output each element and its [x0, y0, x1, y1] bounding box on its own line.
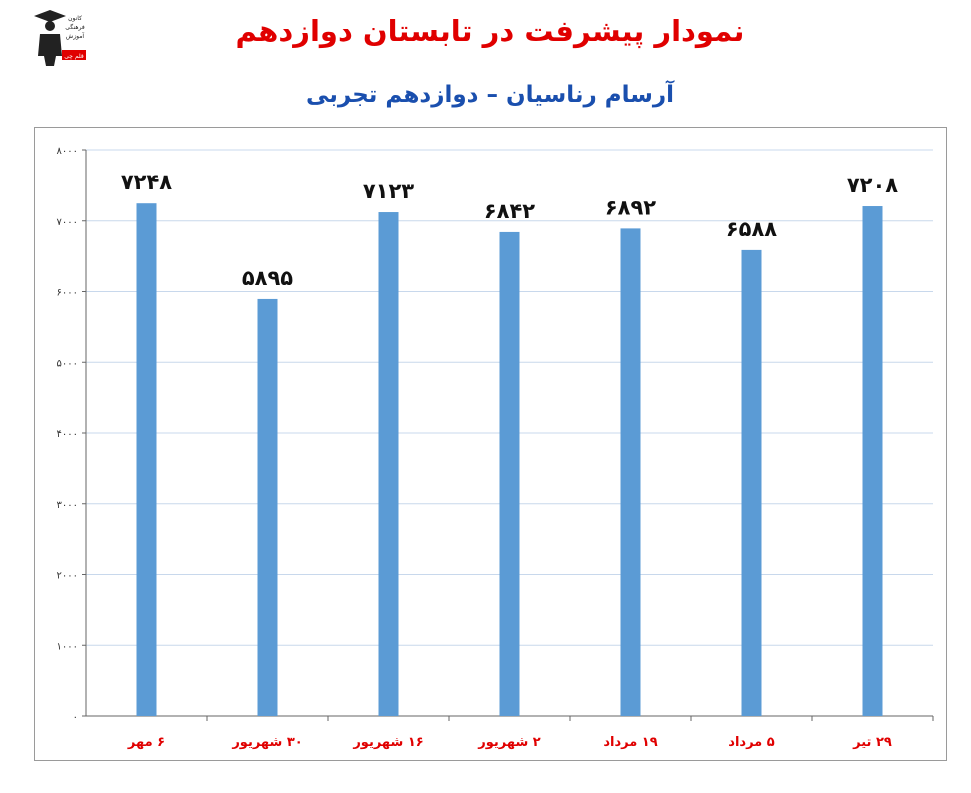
data-label: ۶۵۸۸	[726, 217, 777, 241]
chart-area: ۰ ۱۰۰۰ ۲۰۰۰ ۳۰۰۰ ۴۰۰۰ ۵۰۰۰ ۶۰۰۰ ۷۰۰۰ ۸۰۰۰ ۷۲۰۸ ۲۹ …	[34, 127, 947, 761]
logo: کانون فرهنگی آموزش قلم چی	[30, 6, 88, 68]
x-tick-label: ۳۰ شهریور	[231, 735, 302, 750]
data-label: ۷۲۴۸	[121, 170, 172, 194]
y-tick-label: ۳۰۰۰	[57, 500, 78, 511]
bar	[862, 206, 883, 716]
bar	[257, 298, 278, 716]
x-tick-label: ۲ شهریور	[477, 735, 541, 750]
y-tick-label: ۲۰۰۰	[57, 571, 78, 582]
x-tick-label: ۱۶ شهریور	[352, 735, 423, 750]
x-tick-label: ۶ مهر	[127, 735, 165, 750]
x-tick-label: ۵ مرداد	[728, 735, 774, 750]
bar	[136, 203, 157, 717]
x-tick-label: ۲۹ تیر	[852, 735, 892, 750]
y-tick-label: ۵۰۰۰	[57, 358, 78, 369]
bar	[620, 228, 641, 716]
data-label: ۷۲۰۸	[847, 173, 898, 197]
data-label: ۶۸۹۲	[605, 195, 656, 219]
data-label: ۶۸۴۲	[484, 199, 535, 223]
logo-line-1: کانون	[68, 15, 82, 22]
y-tick-label: ۷۰۰۰	[57, 217, 78, 228]
bar-chart: ۰ ۱۰۰۰ ۲۰۰۰ ۳۰۰۰ ۴۰۰۰ ۵۰۰۰ ۶۰۰۰ ۷۰۰۰ ۸۰۰۰ ۷۲۰۸ ۲۹ …	[57, 146, 934, 750]
bar	[741, 249, 762, 717]
y-tick-label: ۶۰۰۰	[57, 288, 78, 299]
y-tick-label: ۴۰۰۰	[57, 429, 78, 440]
data-label: ۵۸۹۵	[242, 266, 293, 290]
logo-line-2: فرهنگی	[65, 23, 85, 31]
y-tick-label: ۰	[73, 712, 78, 723]
logo-line-4: قلم چی	[64, 53, 84, 60]
y-tick-label: ۱۰۰۰	[57, 641, 78, 652]
x-tick-label: ۱۹ مرداد	[603, 735, 657, 750]
data-label: ۷۱۲۳	[363, 179, 414, 203]
logo-line-3: آموزش	[66, 31, 85, 40]
graduate-figure-icon: کانون فرهنگی آموزش قلم چی	[30, 6, 88, 68]
bar	[378, 212, 399, 716]
y-tick-label: ۸۰۰۰	[57, 146, 78, 157]
chart-title: نمودار پیشرفت در تابستان دوازدهم	[235, 14, 745, 48]
bar	[499, 231, 520, 716]
chart-subtitle: آرسام رناسیان – دوازدهم تجربی	[306, 82, 674, 108]
